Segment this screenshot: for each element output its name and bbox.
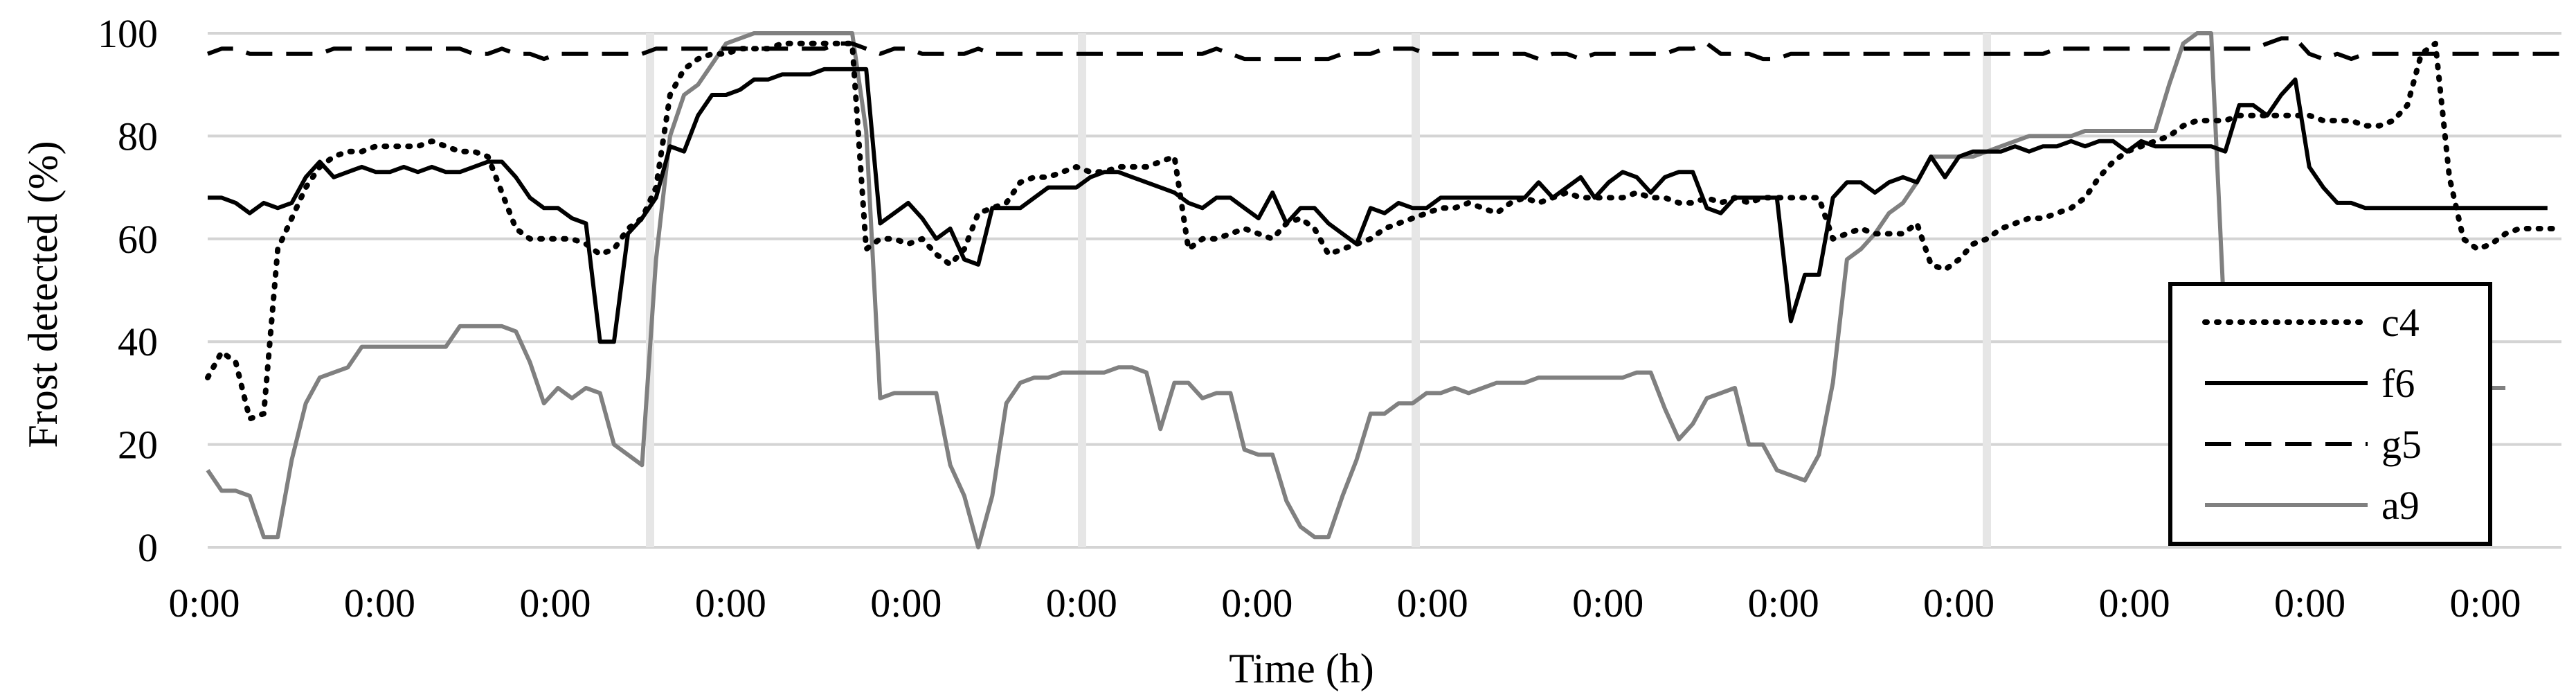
x-tick-label: 0:00 [168,581,240,626]
x-tick-label: 0:00 [2449,581,2521,626]
series-line-f6 [208,67,2548,344]
x-tick-labels: 0:00 0:00 0:00 0:00 0:00 0:00 0:00 0:00 0:00 0:00… [168,581,2521,626]
x-tick-label: 0:00 [1221,581,1292,626]
x-tick-label: 0:00 [1572,581,1643,626]
event-band [1078,33,1086,547]
event-band [1412,33,1420,547]
legend-box [2168,282,2492,546]
event-band [646,33,654,547]
event-marker-bands [646,33,1991,547]
y-tick-label: 40 [118,319,158,364]
series-line-a9 [206,31,2505,549]
x-tick-label: 0:00 [519,581,591,626]
series-lines [205,31,2564,549]
x-tick-label: 0:00 [1923,581,1994,626]
y-tick-label: 20 [118,423,158,468]
x-tick-label: 0:00 [344,581,415,626]
y-axis-title: Frost detected (%) [20,141,66,448]
x-tick-label: 0:00 [695,581,766,626]
x-tick-label: 0:00 [2274,581,2345,626]
legend-label-g5: g5 [2381,422,2422,467]
x-tick-label: 0:00 [1046,581,1117,626]
legend-label-c4: c4 [2381,300,2420,345]
x-tick-label: 0:00 [1748,581,1819,626]
legend-label-a9: a9 [2381,483,2420,528]
legend-label-f6: f6 [2381,361,2415,406]
x-tick-label: 0:00 [870,581,942,626]
y-tick-labels: 0 20 40 60 80 100 [98,11,158,570]
y-tick-label: 0 [138,525,158,570]
x-axis-title: Time (h) [1229,646,1373,691]
y-tick-label: 60 [118,217,158,262]
y-tick-label: 80 [118,114,158,159]
x-tick-label: 0:00 [1397,581,1468,626]
event-band [1983,33,1991,547]
chart-legend: c4 f6 g5 a9 [2168,282,2492,546]
y-tick-label: 100 [98,11,158,56]
series-line-g5 [206,36,2561,62]
x-tick-label: 0:00 [2099,581,2170,626]
